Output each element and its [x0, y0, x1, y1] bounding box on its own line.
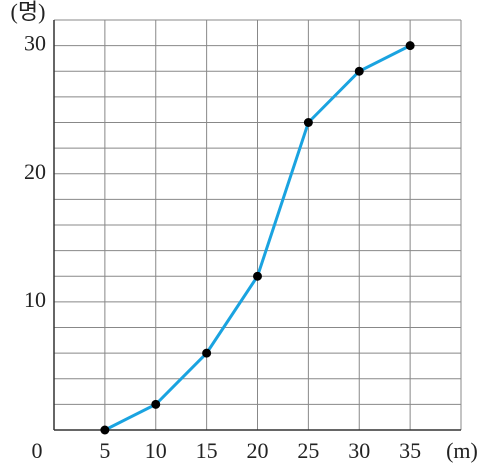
data-point	[253, 271, 262, 281]
data-point	[405, 41, 415, 51]
x-axis-label: (m)	[446, 438, 478, 463]
x-tick-label: 30	[348, 438, 370, 463]
data-point	[151, 399, 161, 409]
data-point	[354, 66, 364, 76]
x-tick-label: 15	[196, 438, 218, 463]
x-tick-label: 0	[32, 438, 43, 463]
x-tick-label: 25	[297, 438, 319, 463]
data-point	[303, 118, 313, 127]
x-tick-label: 5	[99, 438, 110, 463]
y-tick-label: 20	[24, 159, 46, 184]
y-tick-label: 10	[24, 287, 46, 312]
x-tick-label: 20	[247, 438, 269, 463]
y-axis-label: (명)	[11, 0, 46, 24]
x-tick-label: 35	[399, 438, 421, 463]
data-point	[202, 348, 212, 358]
x-tick-label: 10	[145, 438, 167, 463]
y-tick-label: 30	[24, 31, 46, 56]
data-point	[100, 425, 110, 435]
